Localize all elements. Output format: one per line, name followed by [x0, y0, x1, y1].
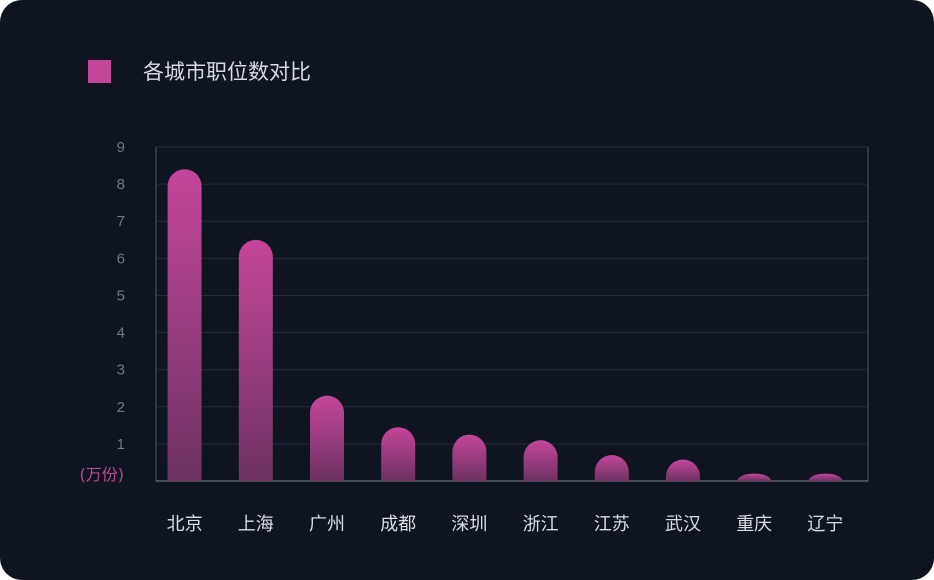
x-tick-label: 深圳 [451, 514, 487, 535]
y-tick-label: 3 [117, 362, 125, 379]
legend-label: 各城市职位数对比 [143, 60, 311, 84]
x-tick-label: 上海 [238, 514, 274, 535]
y-axis-unit-label: (万份) [80, 465, 125, 484]
y-tick-label: 2 [117, 399, 125, 416]
bar-重庆 [737, 473, 772, 481]
bar-辽宁 [808, 473, 843, 481]
bar-武汉 [666, 459, 700, 481]
bar-浙江 [523, 440, 558, 481]
y-tick-label: 9 [117, 139, 125, 156]
legend[interactable]: 各城市职位数对比 [88, 57, 311, 85]
bar-深圳 [452, 434, 487, 481]
bar-广州 [310, 395, 344, 481]
y-tick-label: 8 [117, 176, 125, 193]
bar-北京 [167, 169, 202, 481]
x-tick-label: 浙江 [523, 514, 559, 535]
x-tick-label: 广州 [309, 514, 345, 535]
x-tick-label: 江苏 [594, 514, 630, 535]
x-tick-label: 重庆 [736, 514, 772, 535]
x-tick-label: 成都 [380, 514, 416, 535]
y-tick-label: 7 [117, 213, 125, 230]
legend-swatch [88, 59, 111, 83]
bar-江苏 [594, 455, 629, 481]
bar-上海 [238, 239, 273, 481]
bar-成都 [381, 427, 416, 481]
y-tick-label: 4 [117, 325, 125, 342]
x-tick-label: 辽宁 [807, 514, 843, 535]
y-tick-label: 6 [117, 250, 125, 267]
y-tick-label: 1 [117, 436, 125, 453]
y-tick-label: 5 [117, 287, 125, 304]
x-tick-label: 武汉 [665, 514, 701, 535]
x-tick-label: 北京 [167, 514, 203, 535]
